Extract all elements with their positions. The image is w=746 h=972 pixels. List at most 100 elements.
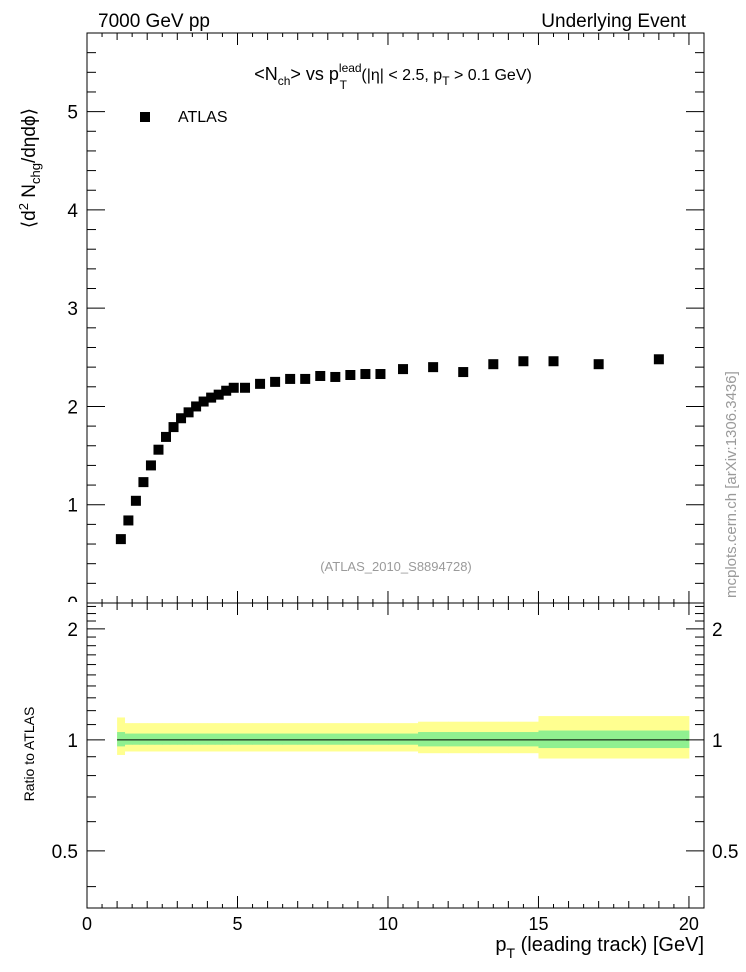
ratio-band-inner [214,733,223,745]
ratio-band-inner [327,733,344,745]
ratio-band-inner [154,733,163,745]
ratio-band-inner [132,733,141,745]
ratio-band-inner [139,733,148,745]
x-tick-label: 20 [679,914,699,934]
ratio-band-inner [387,733,419,745]
data-point [183,407,194,418]
data-point [123,515,134,526]
ratio-band-inner [418,732,449,747]
ratio-band-inner [568,730,630,749]
data-point [398,364,409,375]
ratio-band-inner [478,732,509,747]
data-point [130,495,141,506]
legend-label: ATLAS [178,109,228,126]
data-point [228,382,239,393]
data-point [191,401,202,412]
ratio-band-inner [192,733,201,745]
ratio-plot: 0 5 10 15 200.5 0.51 12 2 [52,33,738,934]
ratio-band-inner [117,732,126,747]
data-point [458,367,469,378]
y-tick-label-zero: 0 [67,594,78,615]
x-tick-label: 5 [232,914,242,934]
y-tick-label: 4 [67,201,78,222]
y-tick-label: 5 [67,103,78,124]
side-note: mcplots.cern.ch [arXiv:1306.3436] [723,371,740,598]
data-point [488,359,499,370]
ratio-band-inner [297,733,314,745]
legend: ATLAS [140,109,228,126]
ratio-y-tick-label: 2 [67,620,78,641]
data-point [115,534,126,545]
main-plot: 1 2 3 4 5 0 [67,32,705,908]
ratio-plot-frame [86,602,705,909]
ratio-band-inner [508,732,539,747]
y-axis-label: ⟨d2 Nchg/dηdϕ⟩ [16,108,43,228]
ratio-band-inner [538,730,569,749]
ratio-band-inner [147,733,156,745]
ratio-band-inner [222,733,231,745]
data-point [330,371,341,382]
ratio-band-inner [342,733,359,745]
ratio-band-inner [448,732,479,747]
data-point [145,460,156,471]
data-point [138,477,149,488]
ratio-band-inner [199,733,208,745]
data-point [161,431,172,442]
data-point [548,356,559,367]
data-point [315,370,326,381]
y-tick-label: 3 [67,299,78,320]
ratio-band-inner [177,733,186,745]
data-point [198,396,209,407]
data-point [300,373,311,384]
data-point [213,389,224,400]
data-point [206,392,217,403]
ratio-band-inner [237,733,253,745]
data-point [593,359,604,370]
data-point [153,444,164,455]
ratio-y-tick-label-right: 0.5 [712,842,738,863]
ratio-band-inner [267,733,284,745]
ratio-band-inner [282,733,299,745]
data-point [255,378,266,389]
x-tick-label: 15 [528,914,548,934]
data-point [270,376,281,387]
ratio-band-inner [229,733,238,745]
y-tick-label: 2 [67,397,78,418]
x-axis-label: pT (leading track) [GeV] [495,934,704,961]
data-point [176,413,187,424]
ratio-band-inner [162,733,171,745]
data-point [653,354,664,365]
ratio-y-tick-label-right: 1 [712,731,723,752]
x-tick-label: 10 [378,914,398,934]
data-point [428,362,439,373]
ratio-band-inner [184,733,193,745]
data-point [240,382,251,393]
ratio-y-tick-label: 0.5 [52,842,78,863]
plot-title: <Nch> vs plead T (|η| < 2.5, pT > 0.1 GeV… [254,61,532,92]
data-point [221,385,232,396]
header-right: Underlying Event [541,11,686,32]
ratio-band-inner [207,733,216,745]
data-point [345,370,356,380]
ratio-band-inner [169,733,178,745]
ratio-band-inner [312,733,329,745]
data-point [360,369,371,380]
ratio-y-tick-label: 1 [67,731,78,752]
x-tick-label: 0 [82,914,92,934]
ratio-band-inner [357,733,374,745]
analysis-watermark: (ATLAS_2010_S8894728) [320,559,472,574]
ratio-band-inner [124,733,133,745]
header-left: 7000 GeV pp [98,11,210,32]
ratio-band-inner [372,733,389,745]
data-point [518,356,529,367]
legend-marker [140,112,150,122]
ratio-band-inner [252,733,268,745]
data-point [285,373,296,384]
data-point [375,369,386,380]
ratio-band-inner [628,730,690,749]
y-tick-label: 1 [67,496,78,517]
ratio-y-tick-label-right: 2 [712,620,723,641]
data-point [168,422,179,433]
ratio-y-axis-label: Ratio to ATLAS [21,707,37,802]
